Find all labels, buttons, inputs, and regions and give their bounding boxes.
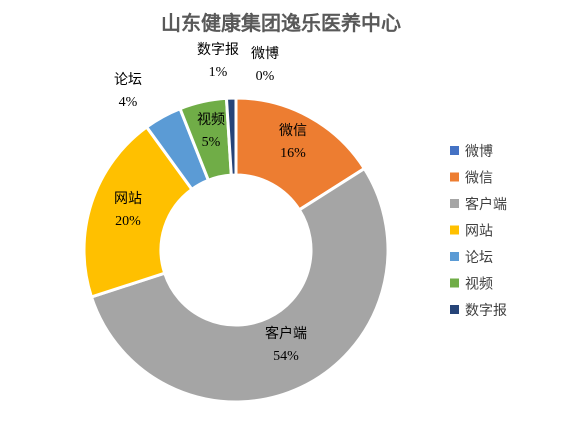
slice-percent-微博: 0% bbox=[256, 69, 275, 84]
legend-swatch-微信 bbox=[450, 172, 459, 182]
legend-swatch-客户端 bbox=[450, 199, 459, 208]
slice-label-论坛: 论坛 bbox=[114, 72, 142, 88]
legend-label-微信: 微信 bbox=[465, 171, 493, 187]
chart-title: 山东健康集团逸乐医养中心 bbox=[161, 11, 401, 35]
slice-数字报 bbox=[224, 96, 238, 177]
slice-percent-微信: 16% bbox=[280, 146, 306, 161]
slice-label-微信: 微信 bbox=[279, 123, 307, 139]
slice-percent-数字报: 1% bbox=[209, 65, 228, 80]
legend-label-微博: 微博 bbox=[465, 143, 493, 160]
slice-percent-论坛: 4% bbox=[119, 95, 138, 110]
legend-swatch-论坛 bbox=[450, 252, 459, 261]
slices-group bbox=[82, 96, 390, 404]
legend-label-数字报: 数字报 bbox=[465, 303, 507, 319]
slice-label-数字报: 数字报 bbox=[197, 42, 239, 58]
slice-客户端 bbox=[89, 166, 390, 404]
slice-percent-网站: 20% bbox=[115, 214, 141, 229]
slice-label-视频: 视频 bbox=[197, 112, 225, 128]
legend-label-论坛: 论坛 bbox=[465, 250, 493, 266]
legend-swatch-数字报 bbox=[450, 305, 459, 314]
legend-swatch-微博 bbox=[450, 146, 459, 155]
legend-swatch-网站 bbox=[450, 225, 459, 235]
data-labels-group: 微博 0% 微信 16% 客户端 54% 网站 20% 论坛 4% 视频 5% 数字报 1% bbox=[114, 42, 307, 364]
slice-percent-客户端: 54% bbox=[273, 349, 299, 364]
slice-percent-视频: 5% bbox=[202, 135, 221, 150]
slice-label-微博: 微博 bbox=[251, 45, 279, 62]
legend-label-网站: 网站 bbox=[465, 224, 493, 240]
legend-label-视频: 视频 bbox=[465, 277, 493, 293]
slice-label-客户端: 客户端 bbox=[265, 325, 307, 342]
legend-label-客户端: 客户端 bbox=[465, 196, 507, 213]
slice-网站 bbox=[82, 124, 195, 299]
legend-swatch-视频 bbox=[450, 278, 459, 288]
slice-label-网站: 网站 bbox=[114, 191, 142, 207]
